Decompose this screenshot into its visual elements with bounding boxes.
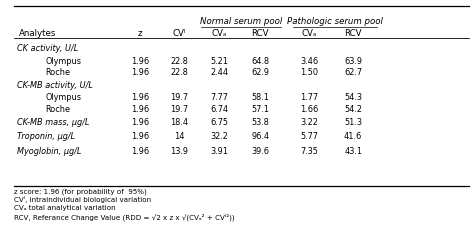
- Text: 5.21: 5.21: [210, 57, 228, 66]
- Text: 13.9: 13.9: [170, 147, 188, 156]
- Text: 18.4: 18.4: [170, 118, 188, 127]
- Text: 1.96: 1.96: [131, 68, 149, 77]
- Text: 32.2: 32.2: [210, 132, 228, 141]
- Text: Normal serum pool: Normal serum pool: [200, 17, 282, 26]
- Text: 62.7: 62.7: [344, 68, 362, 77]
- Text: 43.1: 43.1: [344, 147, 362, 156]
- Text: RCV, Referance Change Value (RDD = √2 x z x √(CVₐ² + CVᴵ²)): RCV, Referance Change Value (RDD = √2 x …: [14, 214, 235, 221]
- Text: CK-MB mass, μg/L: CK-MB mass, μg/L: [17, 118, 89, 127]
- Text: 54.2: 54.2: [344, 105, 362, 114]
- Text: 2.44: 2.44: [210, 68, 228, 77]
- Text: 19.7: 19.7: [170, 105, 188, 114]
- Text: z: z: [137, 29, 142, 38]
- Text: 39.6: 39.6: [251, 147, 269, 156]
- Text: Analytes: Analytes: [19, 29, 56, 38]
- Text: 1.96: 1.96: [131, 147, 149, 156]
- Text: 64.8: 64.8: [251, 57, 269, 66]
- Text: Roche: Roche: [45, 68, 70, 77]
- Text: z score: 1.96 (for probability of  95%): z score: 1.96 (for probability of 95%): [14, 188, 147, 195]
- Text: 22.8: 22.8: [170, 57, 188, 66]
- Text: Pathologic serum pool: Pathologic serum pool: [287, 17, 383, 26]
- Text: 1.96: 1.96: [131, 132, 149, 141]
- Text: 58.1: 58.1: [251, 93, 269, 102]
- Text: 1.50: 1.50: [301, 68, 319, 77]
- Text: CVₐ: CVₐ: [302, 29, 317, 38]
- Text: CVᴵ, intraindividual biological variation: CVᴵ, intraindividual biological variatio…: [14, 196, 151, 203]
- Text: 53.8: 53.8: [251, 118, 269, 127]
- Text: Roche: Roche: [45, 105, 70, 114]
- Text: 62.9: 62.9: [251, 68, 269, 77]
- Text: 96.4: 96.4: [251, 132, 269, 141]
- Text: 41.6: 41.6: [344, 132, 362, 141]
- Text: 14: 14: [174, 132, 184, 141]
- Text: 7.35: 7.35: [301, 147, 319, 156]
- Text: 22.8: 22.8: [170, 68, 188, 77]
- Text: RCV: RCV: [252, 29, 269, 38]
- Text: 6.75: 6.75: [210, 118, 228, 127]
- Text: CVₐ: CVₐ: [212, 29, 227, 38]
- Text: 1.96: 1.96: [131, 93, 149, 102]
- Text: 1.96: 1.96: [131, 57, 149, 66]
- Text: 54.3: 54.3: [344, 93, 362, 102]
- Text: RCV: RCV: [345, 29, 362, 38]
- Text: Olympus: Olympus: [45, 93, 81, 102]
- Text: 6.74: 6.74: [210, 105, 228, 114]
- Text: 1.66: 1.66: [301, 105, 319, 114]
- Text: 3.46: 3.46: [301, 57, 319, 66]
- Text: 63.9: 63.9: [344, 57, 362, 66]
- Text: Troponin, μg/L: Troponin, μg/L: [17, 132, 75, 141]
- Text: 51.3: 51.3: [344, 118, 362, 127]
- Text: 19.7: 19.7: [170, 93, 188, 102]
- Text: Myoglobin, μg/L: Myoglobin, μg/L: [17, 147, 81, 156]
- Text: 57.1: 57.1: [251, 105, 269, 114]
- Text: CK-MB activity, U/L: CK-MB activity, U/L: [17, 81, 92, 90]
- Text: 1.96: 1.96: [131, 105, 149, 114]
- Text: CK activity, U/L: CK activity, U/L: [17, 44, 78, 53]
- Text: Olympus: Olympus: [45, 57, 81, 66]
- Text: 5.77: 5.77: [301, 132, 319, 141]
- Text: 7.77: 7.77: [210, 93, 228, 102]
- Text: 1.96: 1.96: [131, 118, 149, 127]
- Text: 3.22: 3.22: [301, 118, 319, 127]
- Text: 1.77: 1.77: [301, 93, 319, 102]
- Text: CVₐ total analytical variation: CVₐ total analytical variation: [14, 205, 116, 211]
- Text: CVᴵ: CVᴵ: [173, 29, 186, 38]
- Text: 3.91: 3.91: [210, 147, 228, 156]
